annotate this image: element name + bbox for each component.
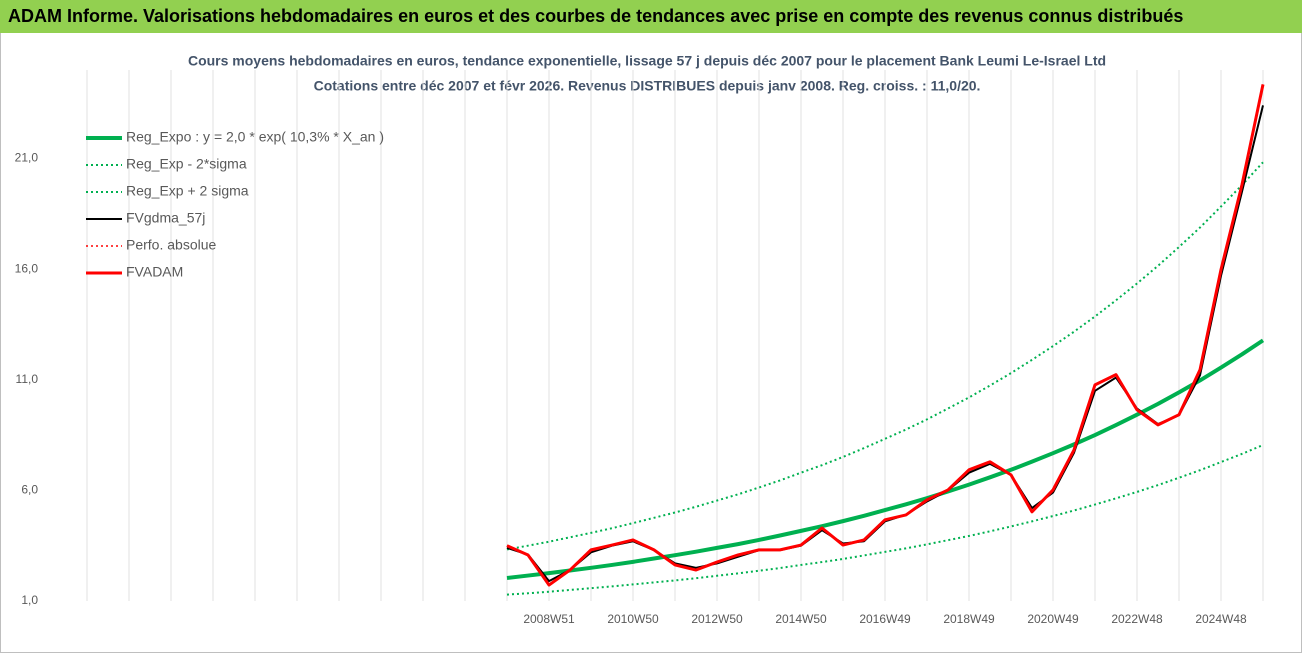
banner: ADAM Informe. Valorisations hebdomadaire… bbox=[8, 6, 1183, 26]
chart-subtitle: Cotations entre déc 2007 et févr 2026. R… bbox=[314, 78, 981, 94]
x-tick-label: 2016W49 bbox=[859, 612, 911, 626]
x-tick-label: 2012W50 bbox=[691, 612, 743, 626]
legend-label: Reg_Exp + 2 sigma bbox=[126, 183, 249, 199]
x-tick-label: 2022W48 bbox=[1111, 612, 1163, 626]
x-tick-label: 2014W50 bbox=[775, 612, 827, 626]
x-tick-label: 2024W48 bbox=[1195, 612, 1247, 626]
legend-label: Reg_Exp - 2*sigma bbox=[126, 156, 247, 172]
x-tick-label: 2020W49 bbox=[1027, 612, 1079, 626]
y-tick-label: 16,0 bbox=[15, 261, 39, 275]
legend-label: FVgdma_57j bbox=[126, 210, 205, 226]
y-tick-label: 11,0 bbox=[16, 372, 39, 386]
x-tick-label: 2018W49 bbox=[943, 612, 995, 626]
x-tick-label: 2008W51 bbox=[523, 612, 575, 626]
series-line bbox=[506, 338, 1265, 580]
legend-label: FVADAM bbox=[126, 264, 183, 280]
series-line bbox=[506, 444, 1264, 596]
y-tick-label: 1,0 bbox=[21, 593, 38, 607]
series-line bbox=[506, 161, 1264, 551]
legend-label: Perfo. absolue bbox=[126, 237, 216, 253]
y-tick-label: 6,0 bbox=[21, 483, 38, 497]
x-tick-label: 2010W50 bbox=[607, 612, 659, 626]
series-line bbox=[506, 84, 1265, 587]
y-tick-label: 21,0 bbox=[15, 151, 39, 165]
banner-bg bbox=[0, 0, 1302, 33]
legend-label: Reg_Expo : y = 2,0 * exp( 10,3% * X_an ) bbox=[126, 129, 384, 145]
chart-title: Cours moyens hebdomadaires en euros, ten… bbox=[188, 53, 1106, 69]
